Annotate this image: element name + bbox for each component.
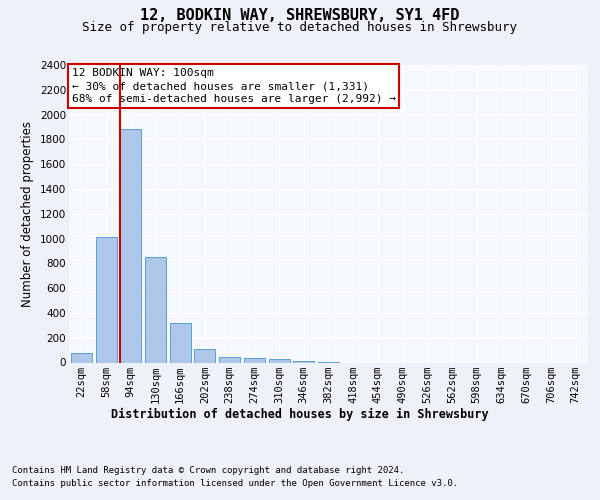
Bar [120,130,141,362]
Bar [95,238,116,362]
Bar [71,352,92,362]
Bar [244,358,265,362]
Bar [145,256,166,362]
Text: 12 BODKIN WAY: 100sqm
← 30% of detached houses are smaller (1,331)
68% of semi-d: 12 BODKIN WAY: 100sqm ← 30% of detached … [71,68,395,104]
Text: Size of property relative to detached houses in Shrewsbury: Size of property relative to detached ho… [83,21,517,34]
Bar [293,360,314,362]
Bar [269,360,290,362]
Y-axis label: Number of detached properties: Number of detached properties [22,120,34,306]
Bar [194,349,215,362]
Bar [219,357,240,362]
Text: Contains public sector information licensed under the Open Government Licence v3: Contains public sector information licen… [12,479,458,488]
Text: Contains HM Land Registry data © Crown copyright and database right 2024.: Contains HM Land Registry data © Crown c… [12,466,404,475]
Text: Distribution of detached houses by size in Shrewsbury: Distribution of detached houses by size … [111,408,489,420]
Bar [170,324,191,362]
Text: 12, BODKIN WAY, SHREWSBURY, SY1 4FD: 12, BODKIN WAY, SHREWSBURY, SY1 4FD [140,8,460,22]
